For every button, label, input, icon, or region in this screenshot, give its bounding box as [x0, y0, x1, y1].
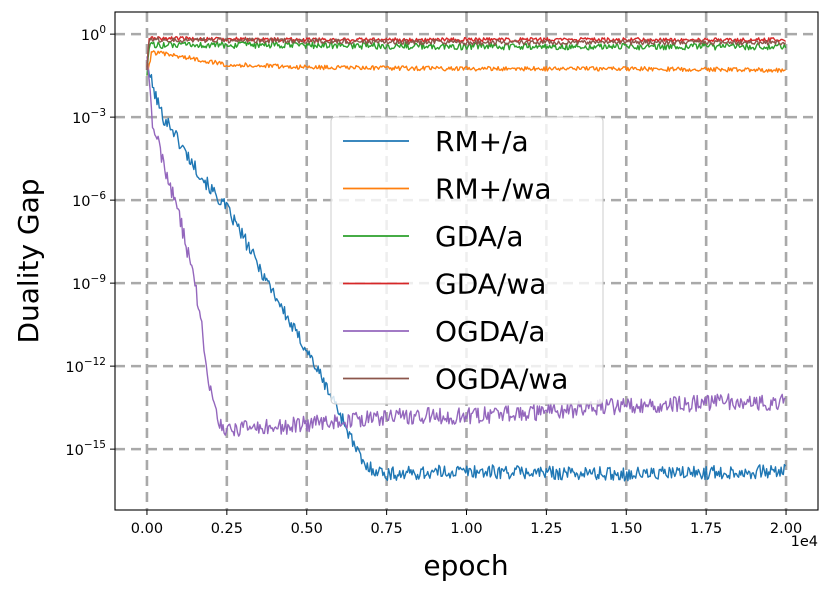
series-line-1	[146, 50, 786, 76]
x-tick-label: 1.00	[450, 521, 482, 537]
legend-label: OGDA/wa	[435, 363, 568, 396]
y-tick-label: 10−9	[72, 273, 106, 293]
x-axis-label: epoch	[423, 549, 508, 582]
legend-label: OGDA/a	[435, 315, 546, 348]
x-tick-label: 0.75	[370, 521, 402, 537]
series-lines	[146, 36, 787, 482]
series-line-0	[146, 61, 787, 482]
series-line-5	[146, 36, 787, 71]
legend-label: GDA/a	[435, 220, 524, 253]
y-tick-label: 100	[81, 24, 106, 44]
y-tick-label: 10−15	[65, 439, 106, 459]
x-tick-label: 1.25	[530, 521, 562, 537]
x-tick-label: 2.00	[770, 521, 802, 537]
y-axis-label: Duality Gap	[12, 178, 45, 343]
series-line-2	[146, 41, 787, 76]
x-tick-label: 1.50	[610, 521, 642, 537]
x-axis-offset-label: 1e4	[791, 534, 818, 550]
y-tick-label: 10−12	[65, 356, 106, 376]
x-tick-label: 0.50	[291, 521, 323, 537]
x-tick-label: 0.25	[211, 521, 243, 537]
y-tick-label: 10−6	[72, 190, 106, 210]
legend-label: GDA/wa	[435, 268, 546, 301]
series-line-4	[146, 56, 786, 437]
axis-ticks: 0.00 0.25 0.50 0.75 1.00 1.25 1.50 1.75 2.00 100 1…	[65, 24, 802, 537]
legend-box	[330, 116, 604, 405]
legend: RM+/a RM+/wa GDA/a GDA/wa OGDA/a OGDA/wa	[330, 116, 604, 405]
legend-label: RM+/a	[435, 125, 529, 158]
legend-label: RM+/wa	[435, 173, 552, 206]
y-tick-label: 10−3	[72, 107, 106, 127]
x-tick-label: 0.00	[131, 521, 163, 537]
x-tick-label: 1.75	[690, 521, 722, 537]
